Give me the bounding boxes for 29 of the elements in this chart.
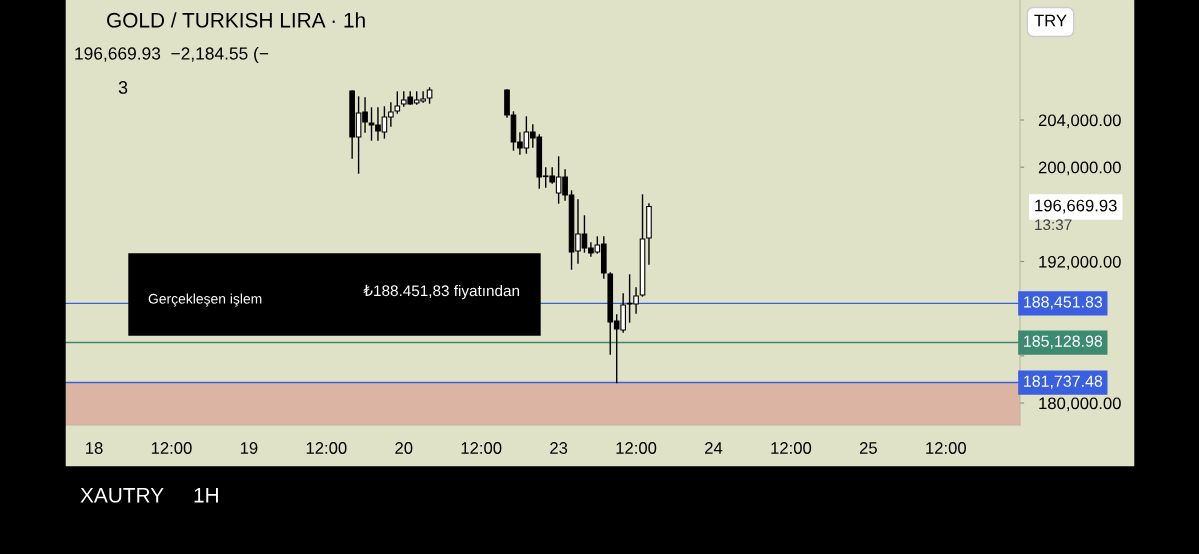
ref-line-label: 181,737.48 [1024,375,1103,389]
text: 196,669.93 −2,184.55 (− [75,46,269,64]
x-tick-label: 23 [550,442,568,454]
ref-line-label: 185,128.98 [1024,335,1103,349]
x-tick-label: 18 [86,442,103,454]
chart-title: GOLD / TURKISH LIRA · 1h [107,12,365,28]
text: TRY [1034,14,1067,27]
x-tick-label: 24 [705,442,723,454]
y-tick-label: 192,000.00 [1039,255,1121,270]
x-tick-label: 12:00 [771,442,812,454]
x-tick-label: 12:00 [616,442,657,454]
y-tick-label: 180,000.00 [1039,397,1121,412]
annotation: Gerçekleşen işlem [148,293,262,307]
text: XAUTRY [80,488,164,503]
text: 1H [194,488,218,503]
y-tick-label: 200,000.00 [1038,161,1121,176]
annotation: 3 [118,81,128,94]
x-tick-label: 19 [240,442,258,454]
x-tick-label: 12:00 [926,442,966,454]
annotation: ₺188.451,83 fiyatından [363,284,520,300]
y-tick-label: 204,000.00 [1038,114,1121,129]
x-tick-label: 12:00 [461,442,502,454]
ref-line-label: 188,451.83 [1024,296,1103,310]
x-tick-label: 25 [859,442,877,454]
text: 196,669.93 [1035,199,1117,214]
x-tick-label: 12:00 [306,442,347,454]
text: 13:37 [1035,219,1072,231]
x-tick-label: 20 [395,442,413,454]
x-tick-label: 12:00 [151,442,192,454]
